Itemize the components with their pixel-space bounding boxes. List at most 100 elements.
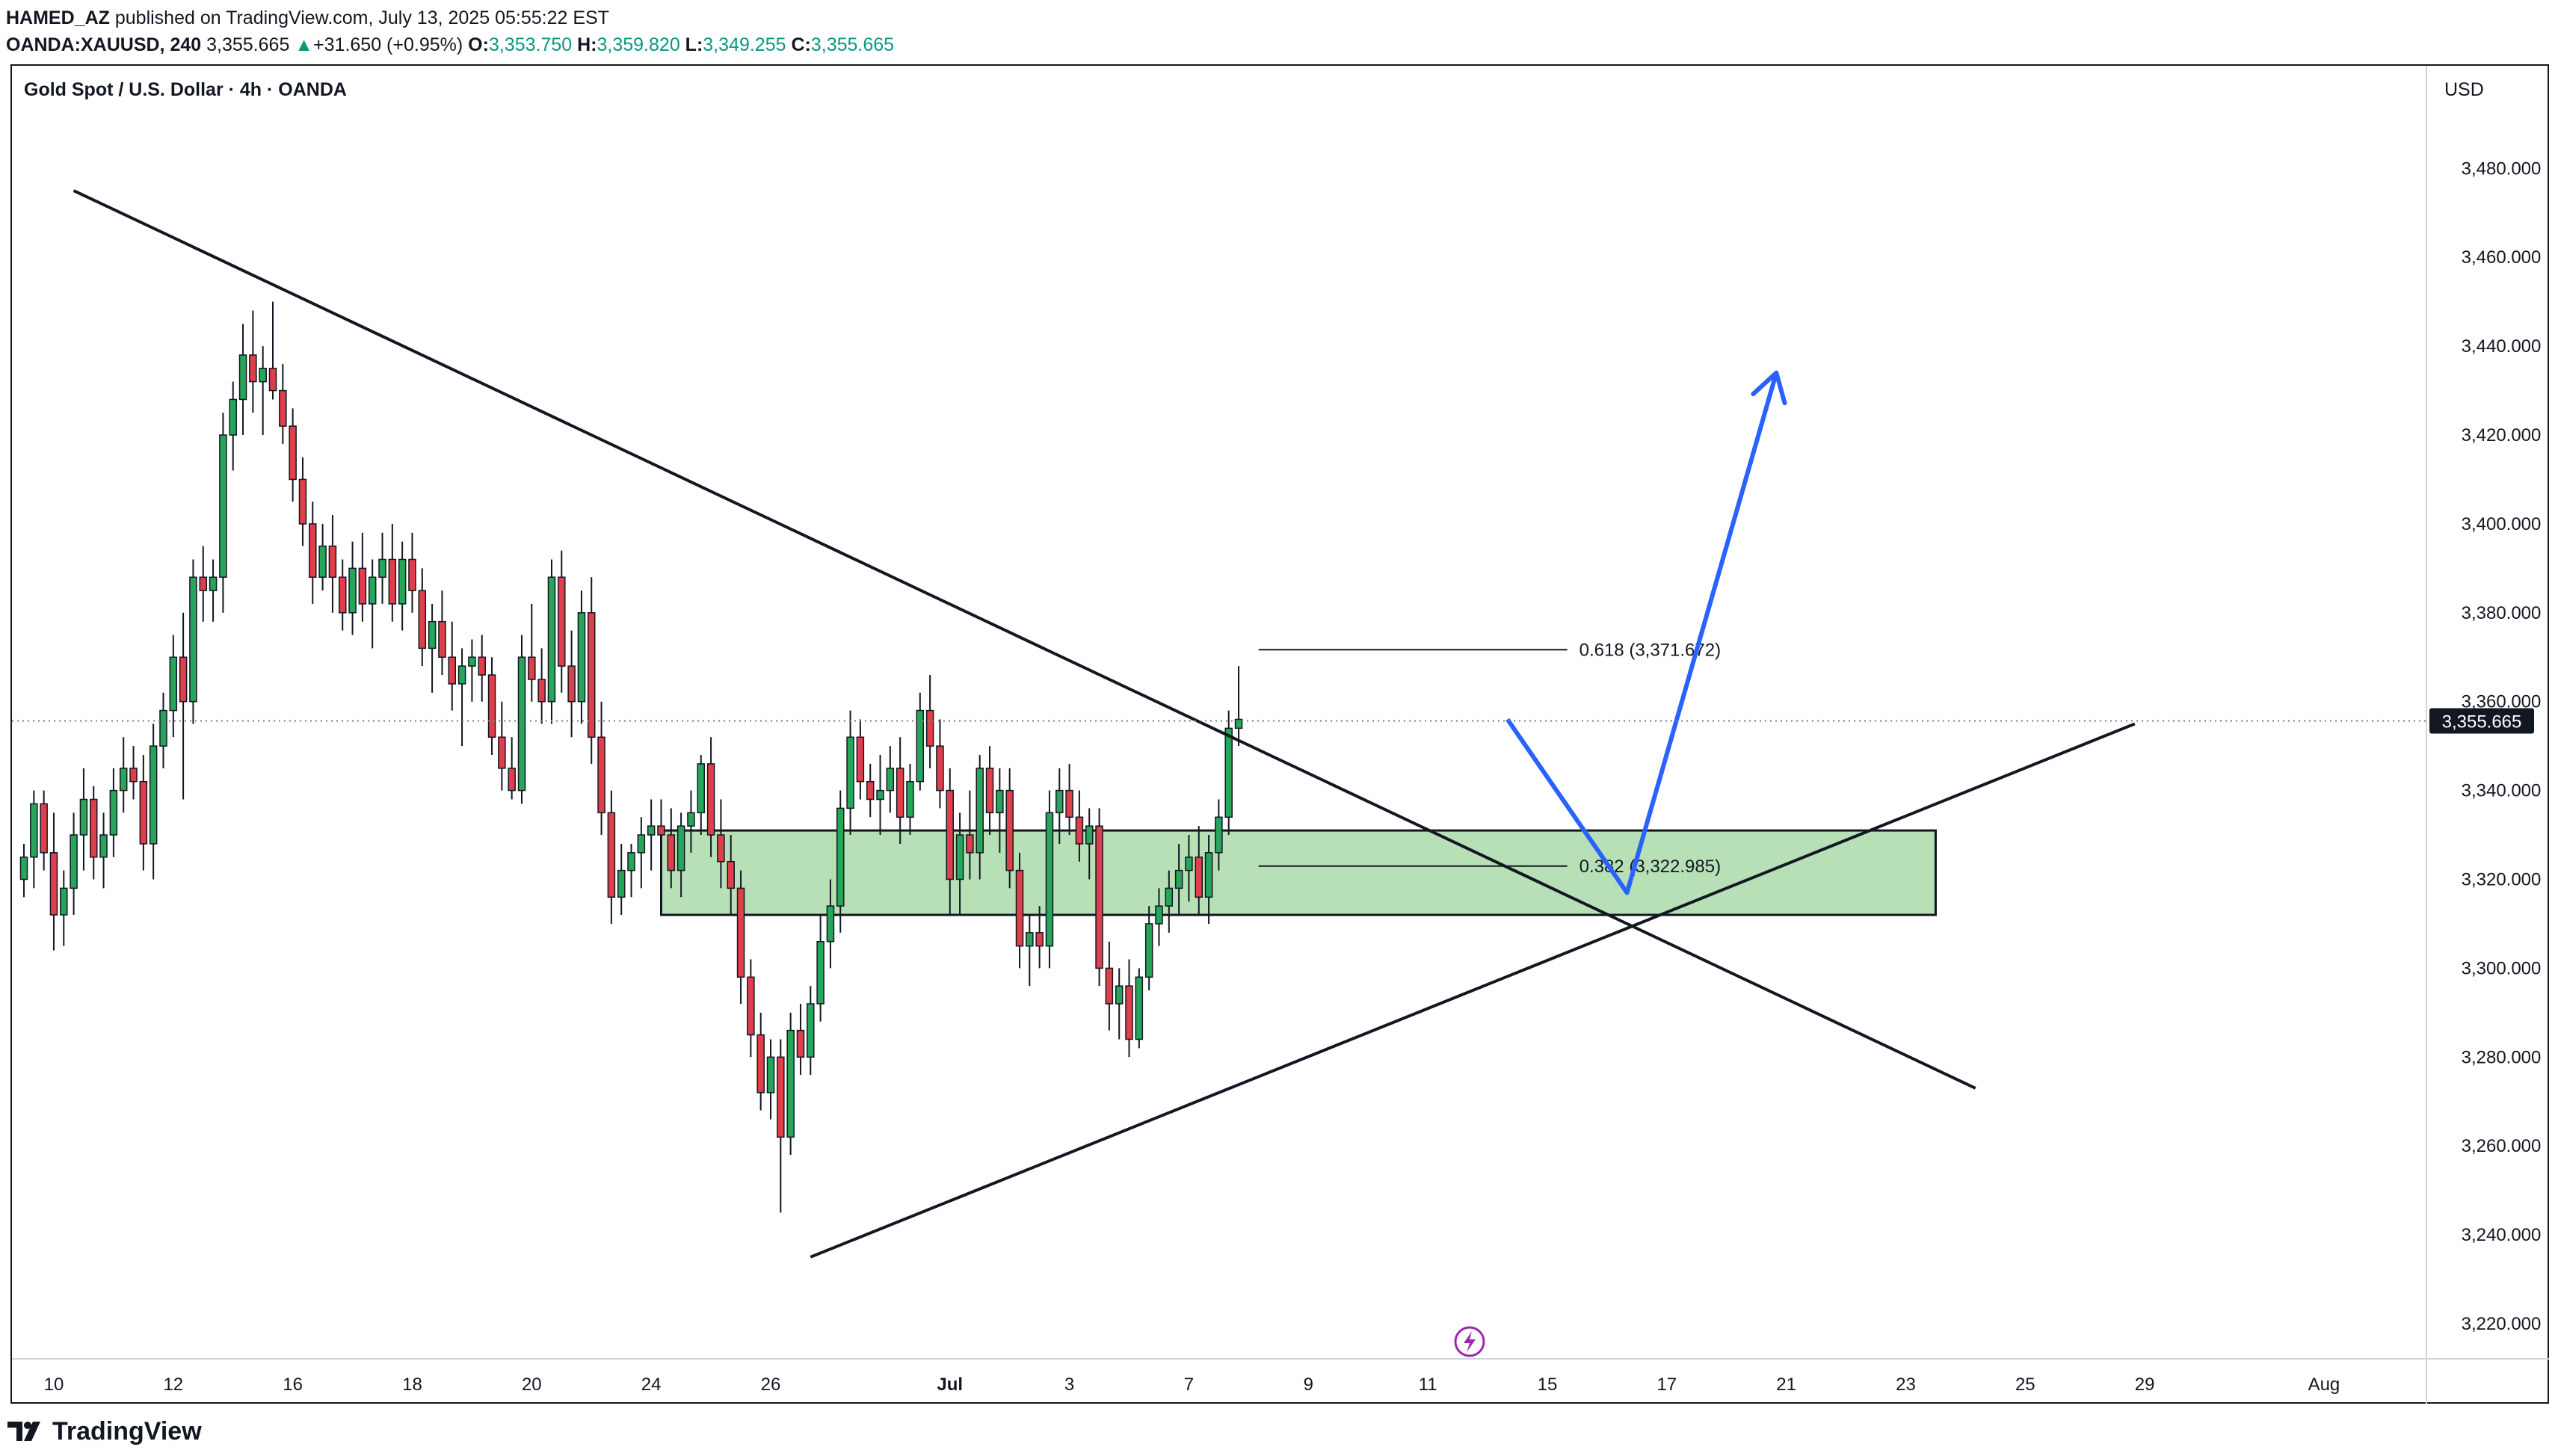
candle (966, 790, 974, 880)
currency-label: USD (2444, 79, 2484, 100)
candle (1105, 941, 1114, 1031)
candle (348, 541, 357, 635)
candle (577, 590, 586, 724)
candle (60, 870, 68, 946)
candle-body (119, 768, 128, 792)
candle-body (1085, 825, 1094, 845)
candle (1115, 968, 1124, 1040)
candle (1135, 968, 1144, 1049)
flash-icon[interactable] (1454, 1326, 1485, 1357)
candle (946, 768, 955, 916)
candle (647, 799, 656, 871)
candle (558, 550, 566, 693)
candle-body (309, 523, 317, 578)
change-value: +31.650 (+0.95%) (313, 34, 463, 55)
low-label: L: (685, 34, 703, 55)
candle-body (438, 620, 446, 658)
candle (936, 719, 944, 809)
tradingview-logo-icon (7, 1422, 40, 1441)
candle-body (89, 798, 98, 858)
candle-body (547, 576, 556, 703)
candle (1095, 808, 1103, 987)
candle (567, 630, 576, 738)
candle-body (209, 576, 218, 591)
time-tick-label: 9 (1304, 1375, 1313, 1395)
candle-body (229, 398, 237, 436)
last-price-badge (2429, 708, 2534, 734)
candle-body (717, 834, 725, 863)
publish-header: HAMED_AZ published on TradingView.com, J… (6, 4, 894, 58)
candle (985, 746, 994, 836)
candle-body (528, 656, 536, 680)
time-tick-label: 21 (1776, 1375, 1796, 1395)
candle (906, 763, 914, 836)
candle (169, 635, 178, 738)
candle (1215, 799, 1223, 871)
candle (717, 799, 725, 889)
candle-body (1165, 887, 1174, 907)
candle-body (249, 354, 257, 383)
candle (836, 790, 845, 933)
candle (1185, 835, 1193, 902)
candle (925, 675, 934, 768)
change-arrow-icon: ▲ (295, 34, 314, 55)
candle (547, 559, 556, 724)
candle (896, 737, 904, 844)
candle (238, 324, 247, 435)
price-tick-label: 3,480.000 (2462, 158, 2542, 179)
candle (687, 790, 695, 853)
candle (309, 502, 317, 604)
candle (119, 737, 128, 813)
candle-body (906, 780, 914, 818)
candle (428, 603, 437, 693)
candle (528, 603, 536, 702)
candle (955, 812, 964, 916)
candle-body (179, 656, 188, 703)
candle (448, 621, 457, 711)
candle (1015, 852, 1024, 969)
last-price: 3,355.665 (206, 34, 290, 55)
time-tick-label: 12 (163, 1375, 183, 1395)
candle (676, 812, 685, 898)
candle (617, 843, 626, 916)
candle-body (1215, 816, 1223, 854)
time-tick-label: Aug (2308, 1375, 2340, 1395)
candle-body (60, 887, 68, 916)
candle-body (99, 834, 108, 858)
candle (587, 577, 596, 764)
candle (627, 843, 635, 898)
candle-body (1105, 967, 1114, 1005)
candle (1085, 808, 1094, 880)
price-tick-label: 3,300.000 (2462, 958, 2542, 978)
candle-body (49, 852, 58, 916)
time-tick-label: 3 (1064, 1375, 1074, 1395)
candle (1224, 710, 1233, 836)
price-chart[interactable]: 0.618 (3,371.672)0.382 (3,322.985) Gold … (12, 66, 2549, 1404)
candle-body (607, 812, 616, 898)
time-axis[interactable]: 10 12 16 18 20 24 26 Jul 3 7 9 11 15 17 21 23 25 29 Aug (44, 1375, 2340, 1395)
candle-body (358, 567, 367, 605)
price-axis[interactable]: 3,220.000 3,240.000 3,260.000 3,280.000 3,30… (2462, 158, 2542, 1334)
author-name[interactable]: HAMED_AZ (6, 7, 110, 28)
candle-body (19, 857, 28, 880)
candle (259, 346, 267, 435)
candle-body (946, 789, 955, 880)
candle-body (786, 1029, 795, 1138)
candle (129, 746, 138, 800)
candle-body (985, 768, 994, 814)
candle-body (1135, 976, 1144, 1040)
tradingview-logo[interactable]: TradingView (7, 1413, 202, 1450)
candle (149, 724, 158, 880)
candle (1204, 835, 1213, 924)
candle-body (1015, 869, 1024, 947)
time-tick-label: 18 (402, 1375, 422, 1395)
candle-body (398, 558, 407, 605)
chart-frame[interactable]: 0.618 (3,371.672) 0.382 (3,322.985) Gold … (10, 64, 2549, 1404)
candle-body (925, 709, 934, 747)
candle-body (1115, 985, 1124, 1005)
candle (766, 1039, 775, 1120)
candle-body (328, 545, 337, 578)
candle-body (676, 825, 685, 872)
candle (159, 692, 167, 768)
candle-body (597, 736, 605, 814)
